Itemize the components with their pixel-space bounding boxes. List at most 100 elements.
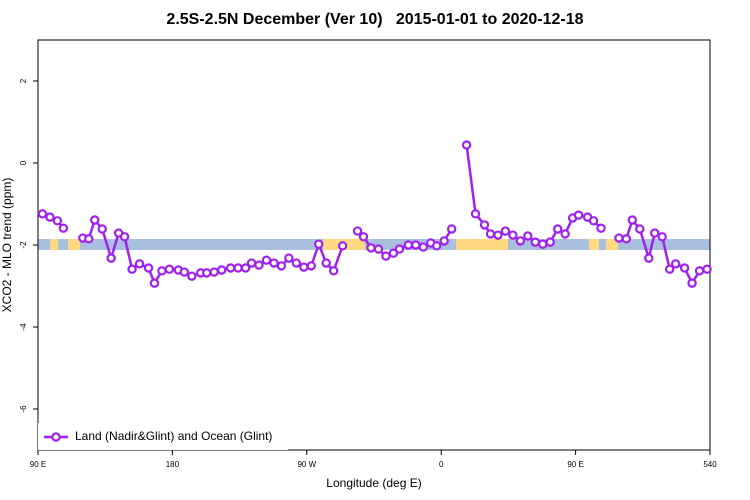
data-point [381,251,391,261]
data-point [687,278,697,288]
data-point [284,253,294,263]
data-point [588,216,599,226]
data-point [432,241,442,251]
data-point [573,210,584,220]
data-point [299,262,309,272]
legend: Land (Nadir&Glint) and Ocean (Glint) [38,423,288,450]
data-point [52,216,63,226]
data-point [403,240,414,250]
data-point [670,259,681,269]
data-point [461,140,472,150]
data-point [328,266,339,276]
data-point [702,264,712,274]
data-point [394,244,405,254]
legend-label: Land (Nadir&Glint) and Ocean (Glint) [75,429,272,443]
data-point [352,226,363,236]
data-point [119,232,130,242]
data-point [314,239,324,249]
data-point [261,255,272,265]
y-tick-label: 2 [19,78,28,83]
data-point [164,264,175,274]
data-point [97,224,107,234]
data-point [485,229,496,239]
x-tick-label: 0 [439,460,444,469]
chart-title: 2.5S-2.5N December (Ver 10) 2015-01-01 t… [166,11,583,28]
x-tick-label: 90 E [567,460,583,469]
x-tick-label: 540 [703,460,717,469]
data-point [127,264,137,274]
data-point [538,239,548,249]
data-point [106,253,116,263]
data-point [58,223,69,233]
data-point [530,237,540,247]
data-point [225,263,236,273]
data-point [202,268,212,278]
data-point [650,228,660,238]
data-point [627,215,638,225]
data-point [411,240,421,250]
data-point [45,212,55,222]
data-point [552,224,563,234]
data-point [337,241,348,251]
data-point [388,248,399,258]
data-point [179,267,190,277]
x-tick-label: 90 W [297,460,316,469]
data-point [134,259,145,269]
data-point [418,242,428,252]
data-point [596,223,606,233]
data-point [500,226,511,236]
data-point [493,230,503,240]
data-point [157,266,167,276]
data-point [143,263,154,273]
data-point [635,224,645,234]
x-tick-label: 90 E [30,460,46,469]
data-point [84,234,94,244]
data-point [321,258,331,268]
land-band [456,239,508,250]
data-point [358,232,369,242]
data-point [439,236,449,246]
data-point [373,244,384,254]
data-point [216,265,227,275]
data-point [37,209,48,219]
x-axis-label: Longitude (deg E) [326,476,421,490]
data-point [246,258,257,268]
y-tick-label: -4 [19,323,28,331]
legend-box [38,423,288,450]
data-point [254,260,264,270]
data-point [560,229,570,239]
data-point [545,237,555,247]
data-point [657,232,667,242]
data-point [149,278,160,288]
data-point [366,243,376,253]
y-tick-label: 0 [19,160,28,165]
land-band [50,239,58,250]
data-point [679,263,690,273]
data-point [240,263,251,273]
data-point [233,263,243,273]
land-band [68,239,80,250]
land-band [606,239,618,250]
data-point [269,258,279,268]
data-point [694,266,705,276]
data-point [470,209,481,219]
data-point [209,267,219,277]
x-tick-label: 180 [166,460,180,469]
data-point [614,233,624,243]
data-point [644,253,654,263]
data-point [621,234,632,244]
data-point [187,271,197,281]
data-point [306,261,316,271]
data-point [479,220,490,230]
data-point [446,224,457,234]
data-point [90,215,100,225]
data-point [508,230,518,240]
data-point [515,236,526,246]
data-point [664,264,675,274]
y-tick-label: -2 [19,241,28,249]
y-tick-label: -6 [19,405,28,413]
y-axis-label: XCO2 - MLO trend (ppm) [0,178,14,313]
land-band [589,239,599,250]
data-point [523,231,533,241]
